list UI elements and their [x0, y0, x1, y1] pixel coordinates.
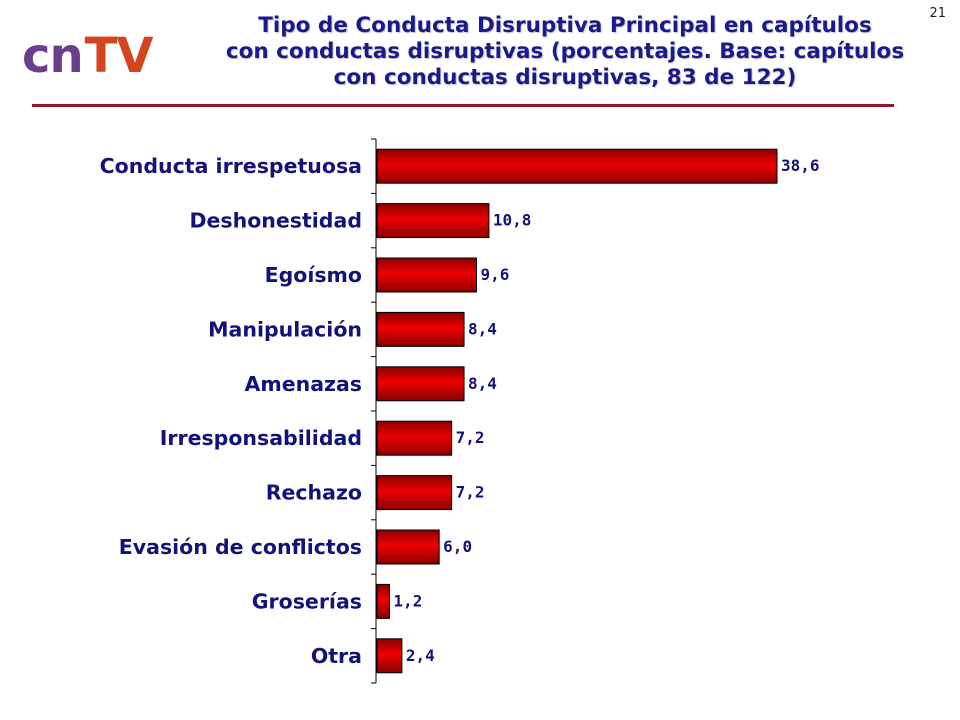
data-label: 8,4: [468, 319, 497, 338]
bar-8: [376, 583, 390, 619]
bar-6: [376, 475, 453, 511]
title-line-1: Tipo de Conducta Disruptiva Principal en…: [258, 13, 872, 38]
title-line-2: con conductas disruptivas (porcentajes. …: [225, 39, 905, 64]
data-label: 2,4: [406, 646, 435, 665]
bar-9: [376, 638, 403, 674]
data-label: 7,2: [456, 428, 485, 447]
data-label: 10,8: [493, 211, 532, 230]
category-label: Manipulación: [208, 317, 362, 341]
category-label: Irresponsabilidad: [160, 426, 362, 450]
category-label: Conducta irrespetuosa: [100, 154, 362, 178]
data-label: 7,2: [456, 483, 485, 502]
category-label: Amenazas: [244, 372, 362, 396]
bar-3: [376, 311, 465, 347]
data-label: 38,6: [781, 156, 820, 175]
bar-0: [376, 148, 778, 184]
category-label: Deshonestidad: [189, 209, 362, 233]
bar-4: [376, 366, 465, 402]
page-number: 21: [929, 6, 946, 21]
logo-cn: cn: [22, 28, 84, 84]
cntv-logo: cnTV: [22, 30, 162, 82]
bar-2: [376, 257, 477, 293]
category-label: Evasión de conflictos: [119, 535, 362, 559]
data-label: 1,2: [393, 591, 422, 610]
bar-7: [376, 529, 440, 565]
bar-1: [376, 203, 490, 239]
logo-tv: TV: [84, 28, 154, 84]
category-label: Otra: [311, 644, 362, 668]
title-divider: [32, 104, 894, 107]
data-label: 8,4: [468, 374, 497, 393]
category-label: Groserías: [252, 589, 362, 613]
title-line-3: con conductas disruptivas, 83 de 122): [333, 65, 797, 90]
category-label: Rechazo: [266, 481, 362, 505]
category-label: Egoísmo: [265, 263, 362, 287]
chart-title: Tipo de Conducta Disruptiva Principal en…: [180, 13, 950, 91]
bar-5: [376, 420, 453, 456]
data-label: 9,6: [480, 265, 509, 284]
data-label: 6,0: [443, 537, 472, 556]
